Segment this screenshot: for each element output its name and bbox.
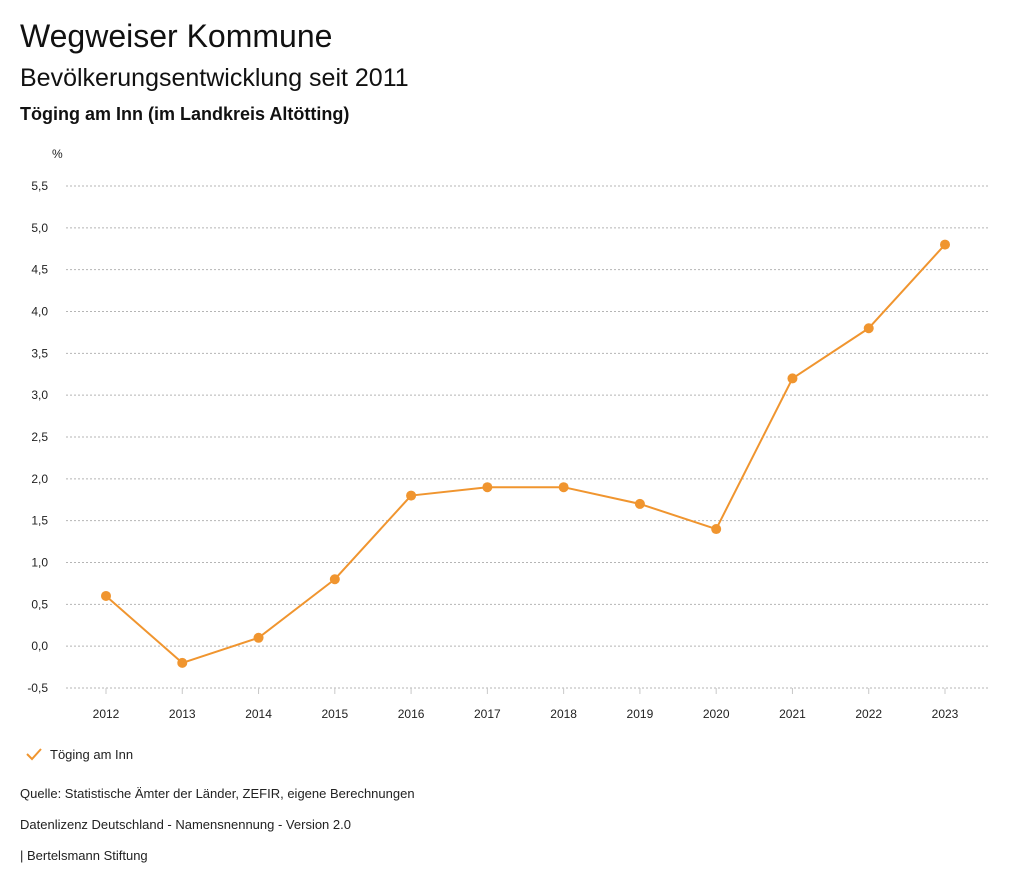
y-tick-label: 2,5 [31, 430, 48, 444]
y-tick-label: 2,0 [31, 472, 48, 486]
x-tick-label: 2017 [474, 707, 501, 721]
x-tick-label: 2015 [321, 707, 348, 721]
x-tick-label: 2021 [779, 707, 806, 721]
x-tick-label: 2012 [93, 707, 120, 721]
series-line [105, 243, 946, 664]
page-title: Wegweiser Kommune [20, 18, 333, 54]
region-title: Töging am Inn (im Landkreis Altötting) [20, 104, 350, 124]
x-tick-label: 2014 [245, 707, 272, 721]
y-tick-label: 1,0 [31, 556, 48, 570]
y-tick-label: 5,5 [31, 179, 48, 193]
x-tick-label: 2018 [550, 707, 577, 721]
data-point[interactable] [711, 524, 722, 535]
x-tick-label: 2016 [398, 707, 425, 721]
x-tick-label: 2019 [627, 707, 654, 721]
data-point[interactable] [558, 482, 569, 493]
series-toging [101, 239, 950, 668]
y-axis-unit-label: % [52, 147, 63, 161]
y-axis: 5,5 5,0 4,5 4,0 3,5 3,0 2,5 2,0 1,5 1,0 0,5 0,0 -0,5 [27, 179, 48, 695]
y-tick-label: 1,5 [31, 514, 48, 528]
legend[interactable]: Töging am Inn [24, 744, 133, 764]
data-point[interactable] [101, 590, 111, 601]
x-tick-label: 2023 [932, 707, 959, 721]
y-tick-label: 0,5 [31, 597, 48, 611]
x-tick-label: 2013 [169, 707, 196, 721]
check-icon [26, 748, 42, 761]
x-tick-label: 2020 [703, 707, 730, 721]
legend-label: Töging am Inn [50, 746, 134, 762]
data-point[interactable] [253, 632, 264, 643]
data-point[interactable] [940, 239, 950, 250]
data-point[interactable] [177, 657, 188, 668]
x-tick-label: 2022 [855, 707, 882, 721]
y-tick-label: 3,5 [31, 346, 48, 360]
y-tick-label: 4,0 [31, 305, 48, 319]
chart-subtitle: Bevölkerungsentwicklung seit 2011 [20, 64, 409, 92]
license-note: Datenlizenz Deutschland - Namensnennung … [20, 817, 351, 832]
data-point[interactable] [863, 323, 874, 334]
data-point[interactable] [406, 490, 417, 501]
data-point[interactable] [787, 373, 798, 384]
y-tick-label: 5,0 [31, 221, 48, 235]
source-note: Quelle: Statistische Ämter der Länder, Z… [20, 786, 415, 801]
data-point[interactable] [634, 498, 645, 509]
y-tick-label: -0,5 [27, 681, 48, 695]
gridlines [66, 185, 990, 689]
data-point[interactable] [482, 482, 493, 493]
x-axis: 2012 2013 2014 2015 2016 2017 2018 2019 2020 2021… [93, 688, 959, 721]
publisher-note: | Bertelsmann Stiftung [20, 848, 148, 863]
y-tick-label: 0,0 [31, 639, 48, 653]
y-tick-label: 4,5 [31, 263, 48, 277]
line-chart: % 5,5 5,0 4,5 4,0 3,5 3,0 2,5 2,0 1,5 1,0 0,5 0,0 -0… [27, 147, 990, 721]
y-tick-label: 3,0 [31, 388, 48, 402]
data-point[interactable] [329, 574, 340, 585]
